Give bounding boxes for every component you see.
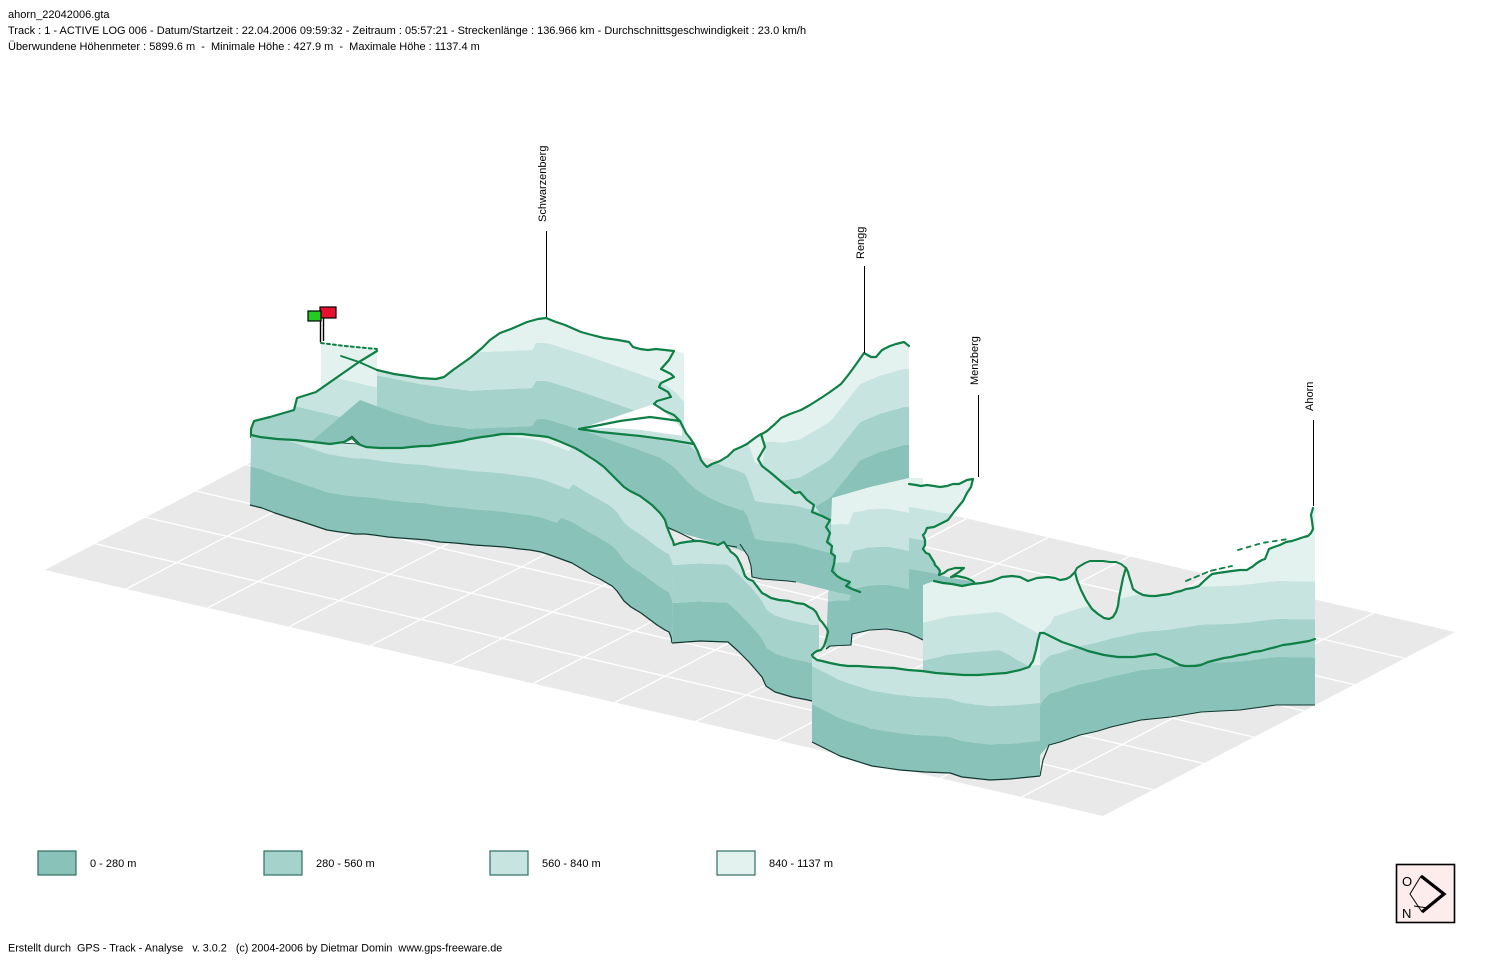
svg-text:Erstellt durch GPS - Track -: Erstellt durch GPS - Track - Analyse v. … — [8, 943, 502, 955]
svg-text:N: N — [1402, 906, 1411, 921]
svg-text:0 - 280 m: 0 - 280 m — [90, 858, 136, 870]
svg-text:560 - 840 m: 560 - 840 m — [542, 858, 601, 870]
svg-text:Überwundene Höhenmeter : 5899.: Überwundene Höhenmeter : 5899.6 m - Mini… — [8, 41, 480, 53]
svg-text:Schwarzenberg: Schwarzenberg — [537, 146, 549, 222]
svg-text:Menzberg: Menzberg — [969, 336, 981, 385]
svg-text:ahorn_22042006.gta: ahorn_22042006.gta — [8, 9, 110, 21]
svg-text:280 - 560 m: 280 - 560 m — [316, 858, 375, 870]
svg-text:Ahorn: Ahorn — [1304, 382, 1316, 411]
svg-text:840 - 1137 m: 840 - 1137 m — [769, 858, 833, 870]
svg-text:Rengg: Rengg — [855, 227, 867, 259]
svg-text:Track : 1 - ACTIVE LOG 006 - D: Track : 1 - ACTIVE LOG 006 - Datum/Start… — [8, 25, 806, 37]
svg-text:O: O — [1402, 874, 1412, 889]
